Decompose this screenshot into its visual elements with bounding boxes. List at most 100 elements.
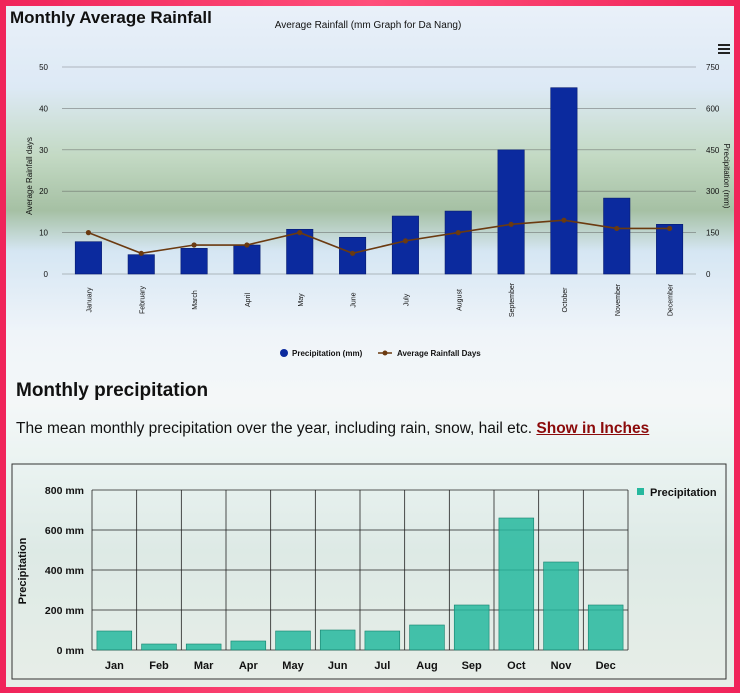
chart2-bar-feb bbox=[141, 643, 177, 651]
legend-precipitation-marker bbox=[637, 488, 644, 495]
show-in-inches-link[interactable]: Show in Inches bbox=[536, 420, 650, 437]
chart1-point-april bbox=[244, 242, 250, 248]
chart2-xlabels: Jan Feb Mar Apr May Jun Jul Aug Sep Oct Nov Dec bbox=[105, 660, 616, 672]
legend-precip-label: Precipitation (mm) bbox=[292, 349, 363, 358]
chart1-point-august bbox=[455, 230, 461, 236]
chart1-point-november bbox=[614, 225, 620, 232]
chart1-legend: Precipitation (mm) Average Rainfall Days bbox=[280, 349, 481, 358]
chart1-bar-august bbox=[444, 210, 472, 275]
chart1-point-march bbox=[191, 242, 197, 248]
chart2-bars bbox=[96, 517, 624, 651]
chart1-bar-november bbox=[603, 197, 631, 275]
chart2-xlabel: Aug bbox=[416, 660, 437, 672]
chart1-xlabel: March bbox=[192, 290, 199, 310]
chart2-xlabel: Sep bbox=[462, 660, 482, 672]
chart1-right-tick: 300 bbox=[706, 187, 720, 196]
chart2-ytick: 600 mm bbox=[45, 525, 84, 537]
chart2-bar-jun bbox=[319, 629, 356, 651]
legend-days-marker bbox=[382, 350, 388, 356]
chart2-xlabel: Apr bbox=[239, 660, 259, 672]
chart2-bar-sep bbox=[453, 604, 490, 651]
legend-precip-marker bbox=[280, 349, 288, 357]
chart1-bar-june bbox=[339, 236, 367, 275]
chart1-bar-december bbox=[656, 224, 684, 275]
rainfall-chart: Average Rainfall (mm Graph for Da Nang) … bbox=[25, 20, 731, 358]
chart2-grid bbox=[91, 489, 629, 651]
chart2-xlabel: Jan bbox=[105, 660, 124, 672]
chart1-right-tick: 750 bbox=[706, 63, 720, 72]
chart1-xlabel: September bbox=[509, 282, 516, 317]
chart2-bar-dec bbox=[587, 604, 624, 651]
chart2-bar-jul bbox=[364, 630, 401, 651]
chart1-point-june bbox=[349, 250, 356, 256]
chart2-bar-aug bbox=[409, 624, 445, 651]
legend-precipitation-label: Precipitation bbox=[650, 487, 717, 499]
chart1-bar-april bbox=[233, 244, 261, 275]
chart1-xlabel: December bbox=[668, 283, 675, 316]
chart2-xlabel: Nov bbox=[551, 660, 573, 672]
chart1-bar-october bbox=[550, 87, 578, 275]
precipitation-description: The mean monthly precipitation over the … bbox=[16, 420, 649, 438]
chart2-yticks: 0 mm 200 mm 400 mm 600 mm 800 mm bbox=[45, 485, 84, 657]
chart2-ytick: 400 mm bbox=[45, 565, 84, 577]
chart1-xlabel: April bbox=[245, 293, 252, 307]
chart2-bar-nov bbox=[543, 561, 579, 651]
chart1-xlabel: November bbox=[615, 283, 622, 316]
chart1-left-tick: 0 bbox=[44, 270, 49, 279]
chart1-left-tick: 50 bbox=[39, 63, 48, 72]
chart1-xlabel: January bbox=[86, 287, 93, 312]
chart2-xlabel: Mar bbox=[194, 660, 214, 672]
chart1-left-tick: 30 bbox=[39, 146, 48, 155]
chart2-xlabel: May bbox=[282, 660, 304, 672]
chart1-right-tick: 150 bbox=[706, 229, 720, 238]
chart1-right-tick: 0 bbox=[706, 270, 711, 279]
chart1-xlabel: February bbox=[139, 285, 146, 314]
page-content: Monthly Average Rainfall Average Rainfal… bbox=[6, 6, 734, 687]
chart1-point-february bbox=[138, 250, 144, 256]
chart1-title: Average Rainfall (mm Graph for Da Nang) bbox=[275, 20, 462, 31]
chart1-left-ticks: 0 10 20 30 40 50 bbox=[39, 63, 48, 279]
chart1-rainfall-days-line bbox=[88, 219, 670, 255]
chart1-xlabel: June bbox=[351, 292, 358, 307]
description-text: The mean monthly precipitation over the … bbox=[16, 420, 533, 437]
chart1-bar-july bbox=[391, 215, 419, 275]
chart1-left-tick: 20 bbox=[39, 187, 48, 196]
chart1-left-tick: 40 bbox=[39, 104, 48, 113]
chart1-xlabel: July bbox=[403, 293, 410, 306]
chart1-point-september bbox=[508, 221, 514, 227]
chart1-xlabel: August bbox=[456, 289, 463, 311]
section-title-precipitation: Monthly precipitation bbox=[16, 380, 209, 401]
hamburger-menu-icon[interactable] bbox=[718, 44, 730, 56]
chart1-line bbox=[85, 217, 673, 256]
chart1-xlabel: October bbox=[562, 287, 569, 313]
chart2-xlabel: Dec bbox=[596, 660, 616, 672]
chart2-legend: Precipitation bbox=[637, 487, 717, 499]
chart2-bar-jan bbox=[96, 630, 133, 651]
chart2-ylabel: Precipitation bbox=[17, 537, 29, 604]
chart1-point-october bbox=[561, 217, 567, 223]
chart1-left-tick: 10 bbox=[39, 229, 48, 238]
chart1-point-january bbox=[85, 230, 92, 236]
chart1-ylabel-right: Precipitation (mm) bbox=[722, 144, 731, 209]
chart1-right-ticks: 0 150 300 450 600 750 bbox=[706, 63, 720, 279]
chart1-point-july bbox=[402, 238, 409, 244]
chart2-xlabel: Feb bbox=[149, 660, 169, 672]
legend-days-label: Average Rainfall Days bbox=[397, 349, 481, 358]
chart2-bar-apr bbox=[230, 640, 267, 651]
background-photo bbox=[6, 6, 734, 687]
chart1-xlabels: January February March April May June July Augu… bbox=[86, 282, 674, 317]
chart2-bar-may bbox=[275, 630, 311, 651]
chart2-border bbox=[11, 463, 727, 680]
precipitation-chart: 0 mm 200 mm 400 mm 600 mm 800 mm Precipitati… bbox=[11, 463, 727, 680]
chart2-xlabel: Jul bbox=[374, 660, 390, 672]
chart1-bar-march bbox=[180, 248, 208, 275]
chart1-bars bbox=[74, 87, 684, 275]
chart2-xlabel: Oct bbox=[507, 660, 526, 672]
chart1-point-december bbox=[666, 225, 673, 232]
chart1-grid bbox=[62, 66, 696, 275]
chart1-right-tick: 450 bbox=[706, 146, 720, 155]
chart1-point-may bbox=[297, 230, 303, 236]
chart1-bar-january bbox=[74, 241, 102, 275]
chart2-ytick: 0 mm bbox=[57, 645, 84, 657]
